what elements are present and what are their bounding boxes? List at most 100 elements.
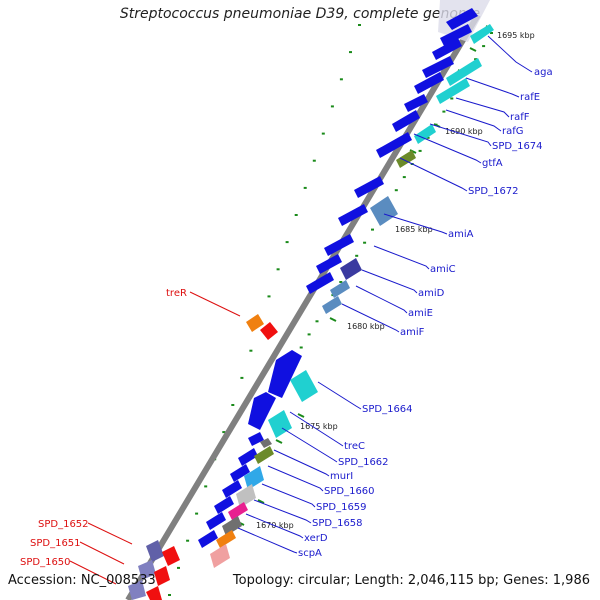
- tick-dot: [442, 110, 446, 113]
- cds-arrow: [404, 94, 428, 112]
- gene-label[interactable]: SPD_1662: [338, 457, 389, 468]
- gene-label[interactable]: SPD_1650: [20, 557, 71, 568]
- cds-arrow: [324, 234, 354, 256]
- gene-label[interactable]: amiF: [400, 327, 425, 338]
- gene-connector: [373, 245, 430, 270]
- gene-connector: [79, 541, 125, 565]
- gene-label[interactable]: rafE: [520, 92, 540, 103]
- gene-connector: [429, 123, 492, 147]
- gene-label[interactable]: scpA: [298, 548, 322, 559]
- scale-label: 1690 kbp: [445, 127, 483, 136]
- gene-label[interactable]: SPD_1658: [312, 518, 363, 529]
- gene-connector: [317, 381, 362, 410]
- cds-olive: [254, 446, 274, 464]
- gene-label[interactable]: treR: [166, 288, 187, 299]
- scale-labels: 1695 kbp 1690 kbp 1685 kbp 1680 kbp 1675 kbp…: [256, 31, 535, 530]
- gene-label[interactable]: amiA: [448, 229, 474, 240]
- tick-dot: [195, 512, 199, 515]
- cds-light-blue: [244, 466, 264, 490]
- trer-features: [246, 314, 278, 340]
- gene-label[interactable]: amiC: [430, 264, 456, 275]
- tick-dot: [276, 268, 280, 271]
- gene-label[interactable]: treC: [344, 441, 365, 452]
- gene-label[interactable]: xerD: [304, 533, 328, 544]
- cds-dark-grey: [222, 516, 242, 536]
- gene-label[interactable]: SPD_1672: [468, 186, 519, 197]
- gene-connector: [445, 109, 502, 132]
- gene-label[interactable]: SPD_1660: [324, 486, 375, 497]
- cds-arrow: [248, 432, 264, 446]
- gene-connector: [455, 97, 510, 118]
- cds-cyan: [268, 410, 292, 438]
- gene-label[interactable]: gtfA: [482, 158, 503, 169]
- tick-dot: [339, 281, 343, 283]
- major-tick: [329, 317, 337, 322]
- label-connectors: [69, 35, 533, 585]
- cds-steel: [370, 196, 398, 226]
- tick-dot: [312, 159, 316, 162]
- cds-cyan: [446, 58, 482, 86]
- gene-label[interactable]: rafG: [502, 126, 524, 137]
- cds-arrow: [446, 8, 478, 30]
- tick-dot: [474, 58, 478, 61]
- cds-arrow: [306, 272, 334, 294]
- gene-connector: [267, 465, 324, 492]
- gene-connector: [237, 527, 298, 554]
- cds-dark-grey: [260, 438, 272, 448]
- tick-dot: [482, 45, 486, 48]
- gene-label[interactable]: rafF: [510, 112, 530, 123]
- gene-connector: [289, 411, 344, 447]
- cds-olive: [396, 150, 416, 168]
- cds-arrow: [422, 56, 454, 78]
- cds-arrow: [392, 110, 420, 132]
- gene-connector: [87, 522, 133, 545]
- cds-red: [162, 546, 180, 566]
- gene-label[interactable]: murI: [330, 471, 353, 482]
- tick-dot: [426, 136, 430, 139]
- cds-arrow: [248, 392, 276, 430]
- tick-dot: [321, 132, 325, 135]
- trer-cds-orange: [246, 314, 264, 332]
- gene-label[interactable]: SPD_1664: [362, 404, 413, 415]
- trer-cds-red: [260, 322, 278, 340]
- cds-arrow: [230, 464, 250, 482]
- cds-cyan: [414, 124, 436, 144]
- cds-cyan: [290, 370, 318, 402]
- gene-label[interactable]: amiE: [408, 308, 433, 319]
- tick-dot: [418, 149, 422, 152]
- gene-connector: [361, 269, 418, 294]
- cds-magenta: [228, 502, 248, 520]
- tick-dot: [315, 320, 319, 323]
- cds-grey: [236, 484, 256, 508]
- gene-connector: [487, 35, 533, 73]
- gene-label[interactable]: SPD_1652: [38, 519, 89, 530]
- gene-connector: [273, 449, 330, 477]
- tick-dot: [450, 97, 454, 100]
- cds-arrow: [214, 496, 234, 514]
- accession-text: Accession: NC_008533: [8, 573, 156, 588]
- scale-label: 1675 kbp: [300, 422, 338, 431]
- gene-connector: [69, 560, 117, 585]
- tick-dot: [303, 186, 307, 189]
- gene-connector: [399, 157, 468, 192]
- tick-dot: [204, 485, 208, 488]
- major-tick-marks: [237, 25, 493, 526]
- cds-arrow: [354, 176, 384, 198]
- cds-arrow: [338, 204, 368, 226]
- cds-arrow: [414, 72, 444, 94]
- major-tick: [257, 499, 265, 504]
- cds-steel: [322, 296, 342, 314]
- gene-label[interactable]: SPD_1674: [492, 141, 543, 152]
- tick-dot: [168, 594, 171, 596]
- cds-red: [146, 586, 162, 600]
- gene-label[interactable]: SPD_1651: [30, 538, 81, 549]
- gene-label[interactable]: SPD_1659: [316, 502, 367, 513]
- tick-dot: [355, 254, 359, 257]
- gene-label[interactable]: aga: [534, 67, 553, 78]
- tick-dot: [402, 176, 406, 179]
- tick-dot: [330, 105, 334, 108]
- gene-label[interactable]: amiD: [418, 288, 445, 299]
- tick-dot: [358, 24, 361, 26]
- tick-dot: [177, 566, 180, 569]
